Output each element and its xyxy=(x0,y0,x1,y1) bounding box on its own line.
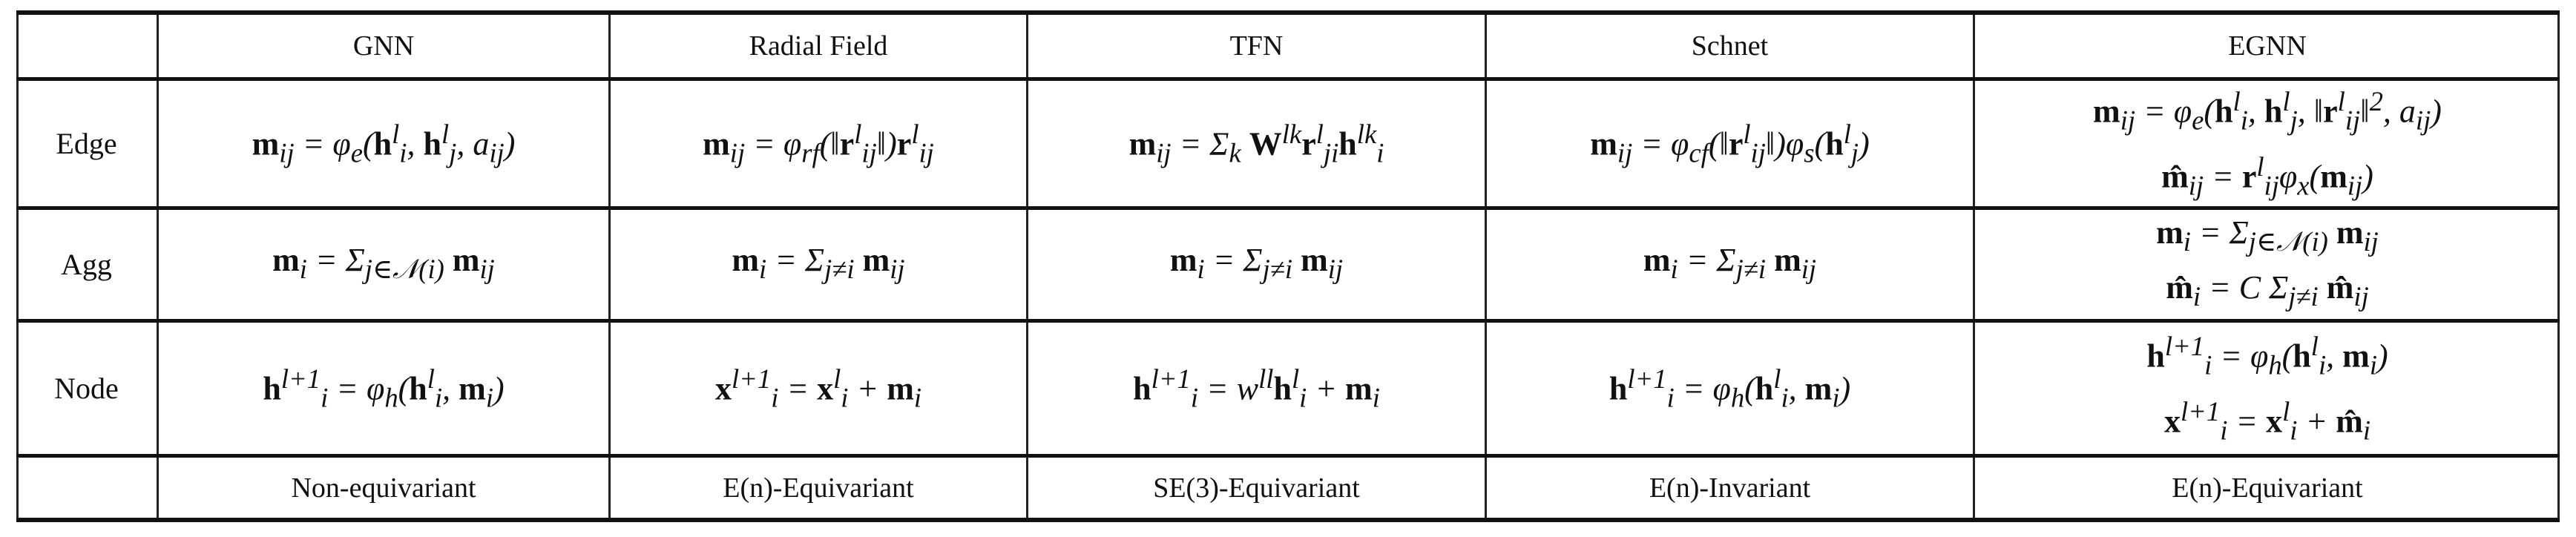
node-schnet-eq: hl+1i = φh(hli, mi) xyxy=(1609,363,1851,413)
column-separator xyxy=(1485,323,1487,454)
agg-rule xyxy=(16,319,2560,323)
column-separator xyxy=(16,81,19,206)
agg-egnn: mi = Σj∈𝒩(i) mij m̂i = C Σj≠i m̂ij xyxy=(1975,210,2560,319)
top-rule xyxy=(16,10,2560,15)
agg-egnn-eq-1: mi = Σj∈𝒩(i) mij xyxy=(2156,214,2379,257)
column-separator xyxy=(1973,210,1975,319)
agg-radial-field: mi = Σj≠i mij xyxy=(611,210,1026,319)
row-label-agg: Agg xyxy=(61,248,112,281)
column-separator xyxy=(1026,15,1028,77)
column-header-radial-field: Radial Field xyxy=(749,30,888,62)
column-separator xyxy=(157,210,159,319)
column-separator xyxy=(157,81,159,206)
column-header-tfn: TFN xyxy=(1229,30,1284,62)
column-separator xyxy=(1485,210,1487,319)
column-separator xyxy=(1973,323,1975,454)
column-header-egnn: EGNN xyxy=(2228,30,2307,62)
column-separator xyxy=(608,210,611,319)
column-separator xyxy=(1973,81,1975,206)
column-separator xyxy=(2557,210,2560,319)
column-separator xyxy=(1485,458,1487,518)
node-tfn-eq: hl+1i = wllhli + mi xyxy=(1133,363,1380,413)
column-separator xyxy=(16,210,19,319)
column-separator xyxy=(1973,15,1975,77)
row-label-edge: Edge xyxy=(56,127,117,160)
agg-egnn-eq-2: m̂i = C Σj≠i m̂ij xyxy=(2166,268,2369,312)
agg-tfn: mi = Σj≠i mij xyxy=(1028,210,1485,319)
column-separator xyxy=(157,15,159,77)
edge-radial-field: mij = φrf(‖rlij‖)rlij xyxy=(611,81,1026,206)
node-egnn-eq-2: xl+1i = xli + m̂i xyxy=(2163,395,2371,445)
header-rule xyxy=(16,77,2560,81)
column-separator xyxy=(16,323,19,454)
column-separator xyxy=(608,458,611,518)
column-separator xyxy=(2557,323,2560,454)
footer-schnet: E(n)-Invariant xyxy=(1649,472,1811,504)
edge-radial-field-eq: mij = φrf(‖rlij‖)rlij xyxy=(703,118,934,168)
node-egnn: hl+1i = φh(hli, mi) xl+1i = xli + m̂i xyxy=(1975,323,2560,454)
column-separator xyxy=(608,81,611,206)
agg-radial-field-eq: mi = Σj≠i mij xyxy=(732,241,905,284)
column-header-schnet: Schnet xyxy=(1691,30,1769,62)
column-separator xyxy=(608,323,611,454)
edge-gnn-eq: mij = φe(hli, hlj, aij) xyxy=(252,118,516,168)
node-schnet: hl+1i = φh(hli, mi) xyxy=(1487,323,1973,454)
edge-tfn: mij = Σk Wlkrljihlki xyxy=(1028,81,1485,206)
column-separator xyxy=(157,458,159,518)
node-radial-field-eq: xl+1i = xli + mi xyxy=(714,363,922,413)
column-separator xyxy=(1026,323,1028,454)
column-separator xyxy=(16,458,19,518)
column-separator xyxy=(1973,458,1975,518)
agg-gnn: mi = Σj∈𝒩(i) mij xyxy=(159,210,608,319)
row-label-node: Node xyxy=(54,372,119,405)
edge-rule xyxy=(16,206,2560,210)
edge-egnn-eq-1: mij = φe(hli, hlj, ‖rlij‖2, aij) xyxy=(2093,86,2442,136)
footer-gnn: Non-equivariant xyxy=(291,472,476,504)
footer-tfn: SE(3)-Equivariant xyxy=(1153,472,1360,504)
node-radial-field: xl+1i = xli + mi xyxy=(611,323,1026,454)
column-separator xyxy=(1026,210,1028,319)
column-separator xyxy=(608,15,611,77)
edge-tfn-eq: mij = Σk Wlkrljihlki xyxy=(1128,118,1384,168)
column-separator xyxy=(2557,458,2560,518)
column-header-gnn: GNN xyxy=(352,30,415,62)
column-separator xyxy=(157,323,159,454)
column-separator xyxy=(16,15,19,77)
column-separator xyxy=(2557,15,2560,77)
column-separator xyxy=(1485,81,1487,206)
agg-schnet-eq: mi = Σj≠i mij xyxy=(1643,241,1817,284)
bottom-rule xyxy=(16,518,2560,522)
node-gnn: hl+1i = φh(hli, mi) xyxy=(159,323,608,454)
agg-schnet: mi = Σj≠i mij xyxy=(1487,210,1973,319)
column-separator xyxy=(2557,81,2560,206)
agg-tfn-eq: mi = Σj≠i mij xyxy=(1169,241,1344,284)
edge-schnet-eq: mij = φcf(‖rlij‖)φs(hlj) xyxy=(1590,118,1870,168)
edge-gnn: mij = φe(hli, hlj, aij) xyxy=(159,81,608,206)
column-separator xyxy=(1026,458,1028,518)
edge-egnn-eq-2: m̂ij = rlijφx(mij) xyxy=(2161,151,2373,200)
column-separator xyxy=(1485,15,1487,77)
edge-egnn: mij = φe(hli, hlj, ‖rlij‖2, aij) m̂ij = … xyxy=(1975,81,2560,206)
column-separator xyxy=(1026,81,1028,206)
footer-egnn: E(n)-Equivariant xyxy=(2172,472,2363,504)
node-tfn: hl+1i = wllhli + mi xyxy=(1028,323,1485,454)
footer-radial-field: E(n)-Equivariant xyxy=(723,472,914,504)
node-rule xyxy=(16,454,2560,458)
edge-schnet: mij = φcf(‖rlij‖)φs(hlj) xyxy=(1487,81,1973,206)
node-gnn-eq: hl+1i = φh(hli, mi) xyxy=(263,363,505,413)
agg-gnn-eq: mi = Σj∈𝒩(i) mij xyxy=(272,241,495,284)
node-egnn-eq-1: hl+1i = φh(hli, mi) xyxy=(2146,331,2388,380)
